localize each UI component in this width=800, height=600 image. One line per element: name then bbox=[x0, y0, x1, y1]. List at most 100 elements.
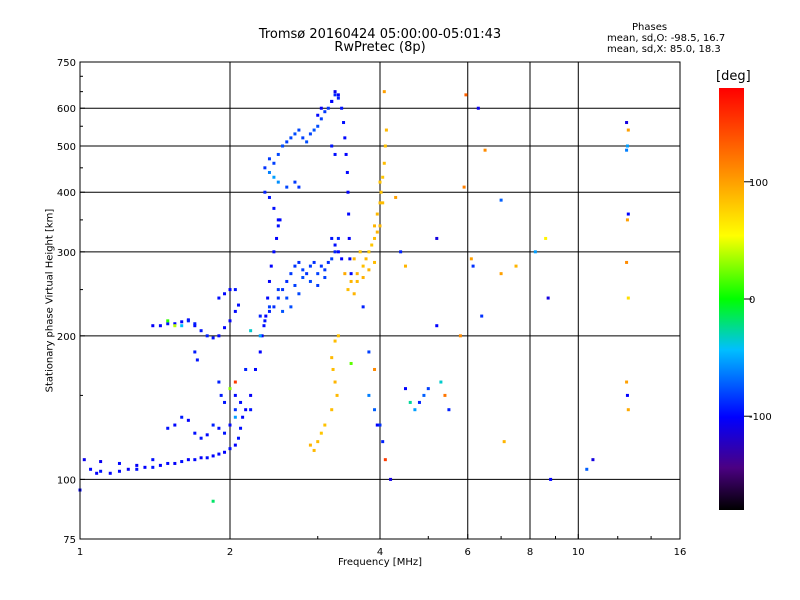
data-point bbox=[378, 180, 382, 184]
data-point bbox=[166, 322, 170, 326]
data-point bbox=[375, 230, 379, 234]
data-point bbox=[272, 250, 276, 254]
data-point bbox=[186, 319, 190, 323]
data-point bbox=[293, 264, 297, 268]
data-point bbox=[319, 431, 323, 435]
data-point bbox=[272, 175, 276, 179]
data-point bbox=[549, 477, 553, 481]
data-point bbox=[422, 393, 426, 397]
data-point bbox=[95, 471, 99, 475]
x-axis-label: Frequency [MHz] bbox=[337, 557, 423, 568]
data-point bbox=[347, 212, 351, 216]
phase-stats-x: mean, sd,X: 85.0, 18.3 bbox=[607, 44, 721, 55]
data-point bbox=[275, 236, 279, 240]
data-point bbox=[499, 198, 503, 202]
data-point bbox=[625, 218, 629, 222]
data-point bbox=[249, 393, 253, 397]
data-point bbox=[158, 324, 162, 328]
data-point bbox=[249, 408, 253, 412]
data-point bbox=[399, 250, 403, 254]
data-point bbox=[626, 296, 630, 300]
data-point bbox=[408, 400, 412, 404]
data-point bbox=[336, 334, 340, 338]
data-point bbox=[346, 288, 350, 292]
data-point bbox=[384, 128, 388, 132]
data-point bbox=[333, 339, 337, 343]
data-point bbox=[352, 292, 356, 296]
data-point bbox=[151, 458, 155, 462]
data-point bbox=[312, 128, 316, 132]
data-point bbox=[264, 314, 268, 318]
data-point bbox=[293, 180, 297, 184]
data-point bbox=[333, 152, 337, 156]
data-point bbox=[308, 443, 312, 447]
data-point bbox=[205, 334, 209, 338]
data-point bbox=[323, 276, 327, 280]
data-point bbox=[193, 431, 197, 435]
data-point bbox=[223, 400, 227, 404]
chart-title-line1: Tromsø 20160424 05:00:00-05:01:43 bbox=[258, 27, 502, 42]
data-point bbox=[267, 195, 271, 199]
data-point bbox=[228, 423, 232, 427]
data-point bbox=[342, 121, 346, 125]
data-point bbox=[375, 423, 379, 427]
data-point bbox=[469, 257, 473, 261]
data-point bbox=[263, 190, 267, 194]
data-point bbox=[217, 334, 221, 338]
data-point bbox=[544, 236, 548, 240]
data-point bbox=[211, 423, 215, 427]
data-point bbox=[263, 166, 267, 170]
data-point bbox=[367, 250, 371, 254]
data-point bbox=[333, 93, 337, 97]
data-point bbox=[293, 283, 297, 287]
data-point bbox=[403, 264, 407, 268]
data-point bbox=[305, 140, 309, 144]
y-ticks: 75 100 200 300 400 500 600 750 bbox=[57, 58, 85, 546]
data-point bbox=[319, 106, 323, 110]
data-point bbox=[285, 279, 289, 283]
data-point bbox=[340, 106, 344, 110]
data-point bbox=[278, 218, 282, 222]
data-point bbox=[326, 260, 330, 264]
x-tick-label: 16 bbox=[674, 547, 687, 558]
data-point bbox=[236, 436, 240, 440]
data-point bbox=[143, 465, 147, 469]
x-tick-label: 4 bbox=[377, 547, 383, 558]
data-point bbox=[233, 288, 237, 292]
data-point bbox=[195, 358, 199, 362]
data-point bbox=[262, 324, 266, 328]
data-point bbox=[276, 288, 280, 292]
data-point bbox=[458, 334, 462, 338]
data-point bbox=[323, 110, 327, 114]
data-point bbox=[186, 418, 190, 422]
data-point bbox=[413, 408, 417, 412]
data-point bbox=[336, 93, 340, 97]
data-point bbox=[193, 458, 197, 462]
data-point bbox=[533, 250, 537, 254]
data-point bbox=[625, 144, 629, 148]
x-tick-label: 2 bbox=[227, 547, 233, 558]
data-point bbox=[289, 305, 293, 309]
data-point bbox=[258, 350, 262, 354]
data-point bbox=[312, 260, 316, 264]
data-point bbox=[267, 279, 271, 283]
data-point bbox=[180, 460, 184, 464]
data-point bbox=[343, 136, 347, 140]
colorbar-unit: [deg] bbox=[716, 69, 751, 84]
data-point bbox=[253, 367, 257, 371]
x-tick-label: 10 bbox=[572, 547, 585, 558]
x-ticks: 1 2 4 6 8 10 16 bbox=[77, 534, 687, 558]
x-tick-label: 6 bbox=[465, 547, 471, 558]
data-point bbox=[301, 268, 305, 272]
data-point bbox=[276, 296, 280, 300]
data-point bbox=[272, 161, 276, 165]
data-point bbox=[223, 450, 227, 454]
data-point bbox=[379, 190, 383, 194]
data-point bbox=[373, 224, 377, 228]
data-point bbox=[89, 467, 93, 471]
data-point bbox=[267, 157, 271, 161]
data-point bbox=[267, 305, 271, 309]
data-point bbox=[378, 423, 382, 427]
data-point bbox=[217, 426, 221, 430]
data-point bbox=[180, 415, 184, 419]
